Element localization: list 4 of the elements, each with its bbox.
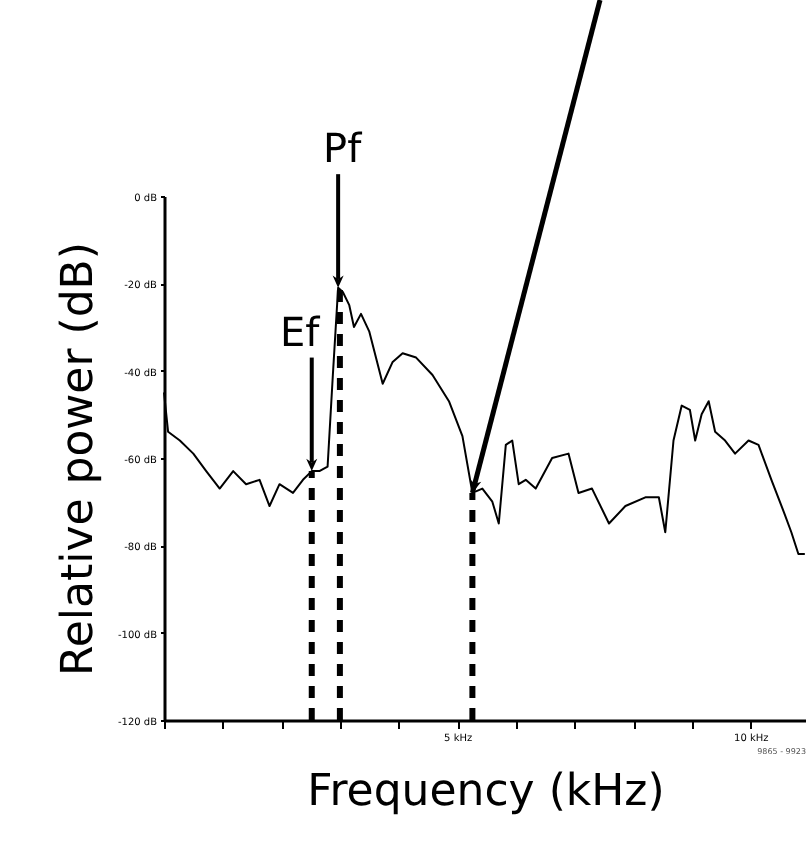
annotation: Pf — [323, 124, 364, 173]
annotation: Ef — [280, 307, 322, 356]
x-axis-title: Frequency (kHz) — [307, 767, 665, 817]
y-axis-title: Relative power (dB) — [53, 242, 104, 676]
